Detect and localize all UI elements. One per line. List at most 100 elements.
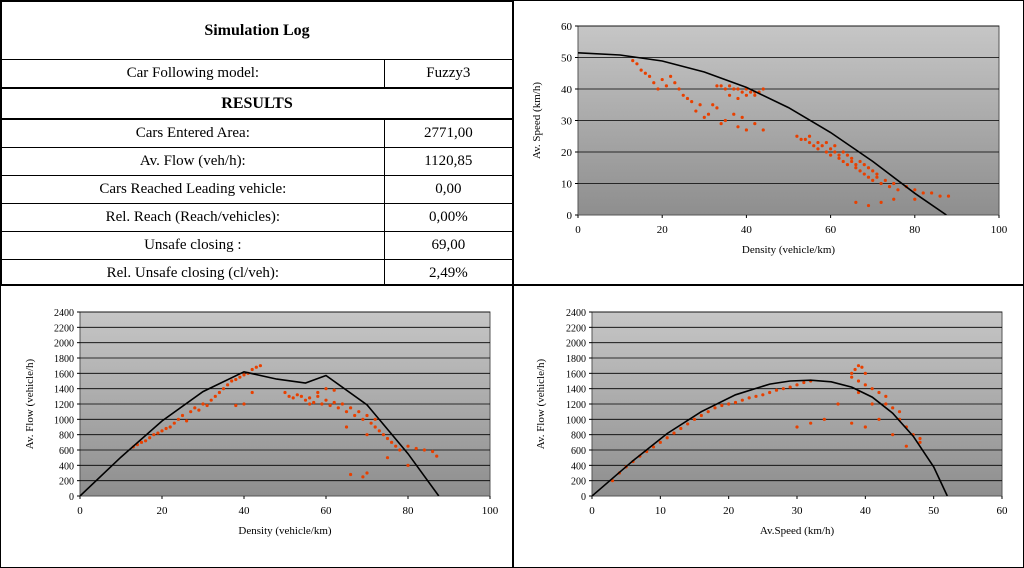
data-point bbox=[740, 398, 744, 402]
data-point bbox=[242, 373, 246, 377]
y-tick-label: 2000 bbox=[54, 339, 74, 350]
x-tick-label: 40 bbox=[860, 505, 872, 517]
data-point bbox=[913, 188, 917, 192]
data-point bbox=[694, 109, 698, 113]
data-point bbox=[679, 426, 683, 431]
data-point bbox=[656, 87, 660, 91]
x-tick-label: 40 bbox=[741, 224, 753, 236]
table-row: Cars Reached Leading vehicle: 0,00 bbox=[1, 175, 514, 204]
data-point bbox=[677, 87, 681, 91]
data-point bbox=[332, 400, 336, 405]
data-point bbox=[340, 402, 344, 406]
data-point bbox=[858, 159, 862, 164]
data-point bbox=[660, 77, 664, 82]
data-point bbox=[918, 440, 922, 444]
data-point bbox=[824, 150, 828, 154]
fit-curve bbox=[80, 370, 440, 496]
table-row: Rel. Reach (Reach/vehicles): 0,00% bbox=[1, 203, 514, 232]
data-point bbox=[664, 84, 669, 88]
data-point bbox=[295, 393, 299, 397]
data-point bbox=[850, 159, 854, 164]
data-point bbox=[921, 191, 925, 195]
data-point bbox=[193, 406, 197, 410]
data-point bbox=[946, 194, 951, 198]
data-point bbox=[809, 421, 813, 425]
y-tick-label: 800 bbox=[59, 431, 74, 442]
data-point bbox=[753, 93, 757, 97]
data-point bbox=[361, 475, 365, 479]
data-point bbox=[727, 93, 732, 97]
data-point bbox=[850, 371, 854, 375]
data-point bbox=[324, 398, 328, 402]
x-tick-label: 80 bbox=[403, 505, 415, 517]
data-point bbox=[761, 393, 765, 397]
data-point bbox=[736, 96, 740, 101]
data-point bbox=[891, 406, 895, 410]
data-point bbox=[866, 203, 871, 208]
data-point bbox=[217, 390, 221, 395]
y-tick-label: 0 bbox=[567, 210, 573, 222]
y-tick-label: 1800 bbox=[54, 354, 74, 365]
data-point bbox=[699, 413, 703, 418]
data-point bbox=[373, 417, 377, 421]
data-point bbox=[390, 440, 394, 444]
y-tick-label: 1000 bbox=[54, 415, 74, 426]
data-point bbox=[719, 122, 723, 126]
data-point bbox=[845, 153, 850, 157]
table-row: Unsafe closing : 69,00 bbox=[1, 231, 514, 260]
data-point bbox=[344, 410, 349, 414]
data-point bbox=[807, 134, 812, 138]
data-point bbox=[862, 163, 866, 167]
data-point bbox=[918, 436, 922, 441]
data-point bbox=[303, 398, 308, 402]
data-point bbox=[930, 191, 934, 195]
data-point bbox=[316, 394, 320, 398]
flow-speed-chart: 0200400600800100012001400160018002000220… bbox=[535, 308, 1008, 537]
data-point bbox=[652, 81, 656, 85]
data-point bbox=[230, 379, 234, 383]
data-point bbox=[164, 426, 168, 431]
data-point bbox=[740, 115, 744, 119]
x-tick-label: 80 bbox=[909, 224, 921, 236]
y-tick-label: 2400 bbox=[54, 308, 74, 319]
data-point bbox=[802, 380, 806, 385]
data-point bbox=[651, 445, 656, 449]
y-axis-label: Av. Flow (vehicle/h) bbox=[535, 358, 547, 449]
data-point bbox=[250, 367, 254, 372]
result-value: 0,00% bbox=[383, 203, 514, 232]
data-point bbox=[870, 402, 874, 406]
x-tick-label: 60 bbox=[825, 224, 837, 236]
speed-density-chart-panel: 0 10 20 30 40 50 60 0 20 40 60 80 100 Density (vehicl… bbox=[513, 0, 1024, 285]
y-tick-label: 0 bbox=[69, 492, 74, 503]
data-point bbox=[854, 166, 858, 170]
y-tick-label: 1600 bbox=[54, 369, 74, 380]
y-tick-label: 2200 bbox=[566, 323, 586, 334]
data-point bbox=[385, 456, 390, 460]
y-tick-label: 2400 bbox=[566, 308, 586, 319]
data-point bbox=[897, 410, 902, 414]
result-value: 1120,85 bbox=[383, 147, 514, 176]
data-point bbox=[250, 390, 254, 395]
data-point bbox=[139, 440, 144, 444]
data-point bbox=[833, 144, 837, 148]
data-point bbox=[168, 425, 172, 429]
data-point bbox=[747, 396, 751, 400]
y-axis-label: Av. Flow (vehicle/h) bbox=[24, 358, 36, 449]
data-point bbox=[385, 436, 390, 441]
data-point bbox=[871, 169, 875, 173]
y-tick-label: 800 bbox=[571, 431, 586, 442]
result-label: Cars Entered Area: bbox=[1, 118, 385, 148]
data-point bbox=[692, 417, 697, 421]
data-point bbox=[853, 367, 857, 372]
data-point bbox=[658, 440, 662, 444]
data-point bbox=[185, 419, 189, 423]
y-tick-label: 400 bbox=[59, 461, 74, 472]
data-point bbox=[320, 402, 324, 406]
data-point bbox=[291, 396, 295, 400]
data-point bbox=[336, 406, 340, 410]
y-tick-label: 30 bbox=[561, 116, 573, 128]
data-point bbox=[822, 417, 826, 421]
y-tick-label: 1600 bbox=[566, 369, 586, 380]
data-point bbox=[324, 387, 328, 391]
data-point bbox=[381, 433, 385, 437]
